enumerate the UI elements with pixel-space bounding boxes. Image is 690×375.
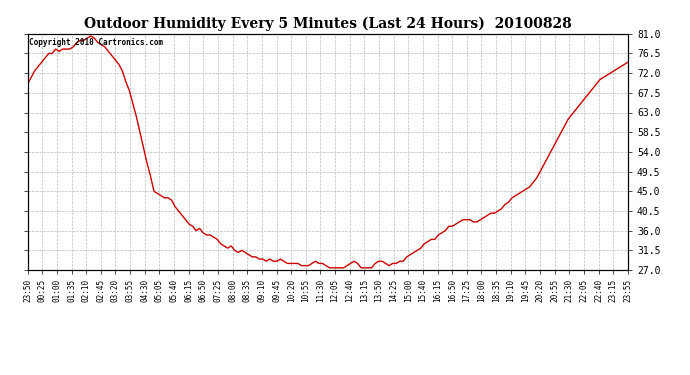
- Title: Outdoor Humidity Every 5 Minutes (Last 24 Hours)  20100828: Outdoor Humidity Every 5 Minutes (Last 2…: [84, 17, 571, 31]
- Text: Copyright 2010 Cartronics.com: Copyright 2010 Cartronics.com: [29, 39, 163, 48]
